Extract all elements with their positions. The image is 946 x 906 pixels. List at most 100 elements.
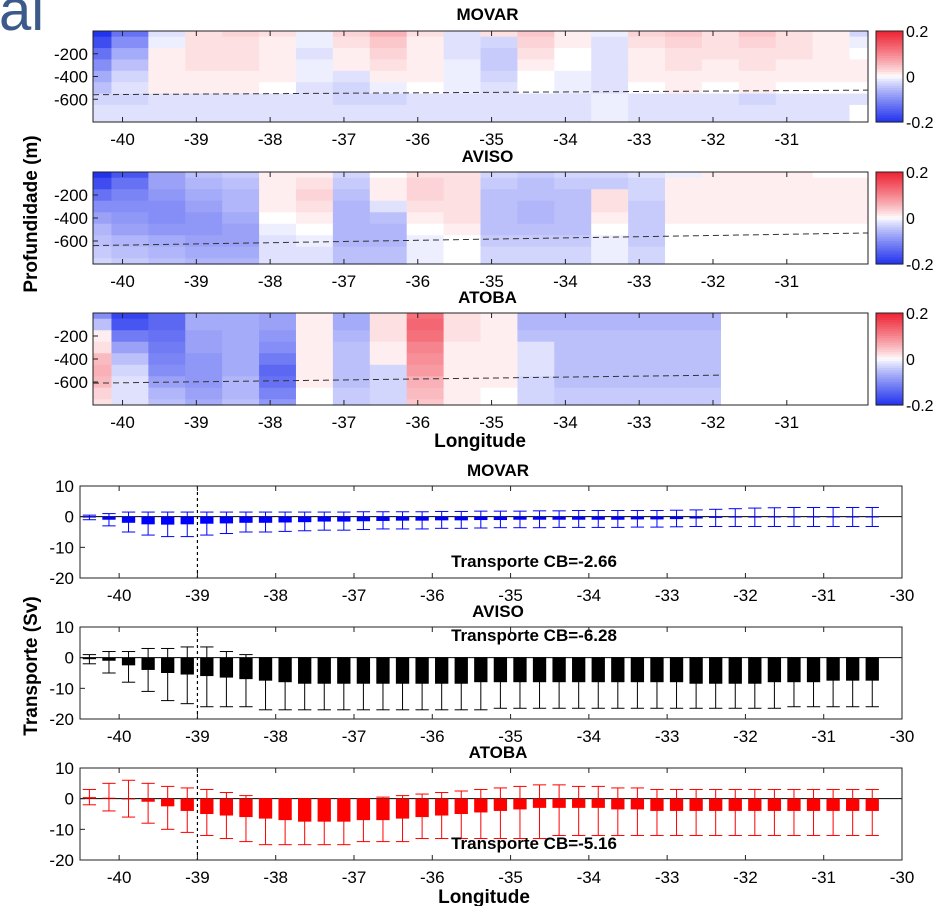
heatmap-cell <box>628 70 666 83</box>
heatmap-cell <box>111 330 149 343</box>
heatmap-cell <box>369 104 408 117</box>
heatmap-cell <box>369 93 408 106</box>
x-tick-label: -36 <box>405 130 430 149</box>
heatmap-cell <box>480 93 519 106</box>
heatmap-cell <box>148 82 186 95</box>
heatmap-cell <box>185 258 223 265</box>
heatmap-cell <box>443 376 482 389</box>
heatmap-cell <box>443 258 482 265</box>
heatmap-cell <box>185 353 223 366</box>
heatmap-cell <box>812 172 851 179</box>
heatmap-cell <box>812 59 851 72</box>
colorbar-segment <box>876 42 903 46</box>
heatmap-cell <box>849 246 869 259</box>
colorbar-segment <box>876 81 903 84</box>
heatmap-cell <box>738 116 777 123</box>
heatmap-cell <box>369 313 408 320</box>
heatmap-cell <box>332 104 371 117</box>
heatmap-cell <box>369 116 408 123</box>
heatmap-cell <box>295 235 334 248</box>
heatmap-cell <box>849 48 869 61</box>
colorbar-segment <box>876 53 903 57</box>
heatmap-cell <box>185 313 223 320</box>
heatmap-cell <box>222 212 260 225</box>
heatmap-cell <box>259 353 297 366</box>
heatmap-cell <box>480 387 519 400</box>
colorbar-segment <box>876 71 903 75</box>
heatmap-cell <box>295 318 334 331</box>
heatmap-cell <box>259 36 297 49</box>
x-tick-label: -33 <box>655 586 680 605</box>
heatmap-cell <box>295 189 334 202</box>
heatmap-cell <box>369 399 408 406</box>
heatmap-cell <box>185 364 223 377</box>
heatmap-cell <box>295 246 334 259</box>
heatmap-cell <box>554 246 592 259</box>
colorbar-segment <box>876 345 903 349</box>
heatmap-cell <box>480 235 519 248</box>
heatmap-cell <box>222 258 260 265</box>
heatmap-cell <box>443 235 482 248</box>
heatmap-cell <box>332 223 371 236</box>
heatmap-cell <box>701 189 740 202</box>
colorbar-segment <box>876 241 903 244</box>
heatmap-cell <box>443 364 482 377</box>
heatmap-cell <box>222 36 260 49</box>
colorbar-segment <box>876 92 903 96</box>
colorbar-segment <box>876 65 903 68</box>
heatmap-cell <box>369 82 408 95</box>
heatmap-cell <box>185 93 223 106</box>
colorbar-segment <box>876 74 903 78</box>
heatmap-cell <box>295 36 334 49</box>
heatmap-cell <box>111 313 149 320</box>
colorbar-segment <box>876 211 903 214</box>
heatmap-cell <box>591 59 629 72</box>
heatmap-cell <box>628 258 666 265</box>
x-tick-label: -33 <box>627 413 652 432</box>
heatmap-cell <box>554 376 592 389</box>
panel-title: AVISO <box>462 147 514 166</box>
heatmap-cell <box>443 353 482 366</box>
x-tick-label: -30 <box>890 586 915 605</box>
colorbar-segment <box>876 62 903 66</box>
colorbar-segment <box>876 220 903 224</box>
heatmap-cell <box>111 93 149 106</box>
heatmap-cell <box>443 31 482 38</box>
heatmap-cell <box>554 31 592 38</box>
heatmap-cell <box>93 258 113 265</box>
heatmap-cell <box>93 177 113 190</box>
colorbar-segment <box>876 178 903 182</box>
heatmap-cell <box>628 177 666 190</box>
heatmap-cell <box>775 223 814 236</box>
heatmap-cell <box>812 223 851 236</box>
heatmap-cell <box>369 235 408 248</box>
colorbar-segment <box>876 185 903 189</box>
heatmap-cell <box>517 59 555 72</box>
heatmap-cell <box>93 330 113 343</box>
heatmap-cell <box>259 318 297 331</box>
heatmap-cell <box>701 116 740 123</box>
y-tick-label: 0 <box>65 649 74 668</box>
heatmap-cell <box>849 82 869 95</box>
colorbar-segment <box>876 340 903 344</box>
heatmap-cell <box>369 246 408 259</box>
heatmap-cell <box>295 223 334 236</box>
y-tick-label: 10 <box>55 759 74 778</box>
colorbar-segment <box>876 112 903 116</box>
x-tick-label: -38 <box>263 868 288 887</box>
heatmap-cell <box>185 48 223 61</box>
heatmap-cell <box>628 399 666 406</box>
heatmap-cell <box>665 212 703 225</box>
heatmap-cell <box>185 172 223 179</box>
heatmap-cell <box>111 31 149 38</box>
heatmap-cell <box>259 223 297 236</box>
heatmap-cell <box>517 116 555 123</box>
heatmap-cell <box>775 31 814 38</box>
x-tick-label: -33 <box>655 727 680 746</box>
heatmap-cell <box>701 70 740 83</box>
heatmap-cell <box>517 258 555 265</box>
panels: MOVAR-40 -39 -38 -37 -36 -35 -34 -33 -32 -31-200-… <box>49 5 933 887</box>
heatmap-cell <box>517 364 555 377</box>
heatmap-cell <box>443 318 482 331</box>
heatmap-cell <box>222 376 260 389</box>
